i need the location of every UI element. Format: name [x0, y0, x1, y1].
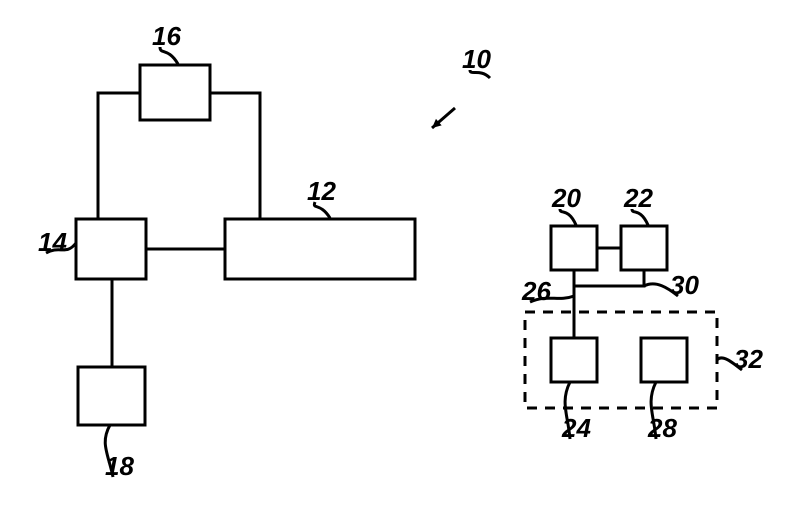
connector-c12_16_right — [210, 93, 260, 219]
block-20 — [551, 226, 597, 270]
ref-label-24: 24 — [561, 413, 591, 443]
ref-label-12: 12 — [307, 176, 336, 206]
diagram-canvas: 10 12 14 16 18 20 22 24 26 28 30 32 — [0, 0, 800, 528]
block-24 — [551, 338, 597, 382]
block-28 — [641, 338, 687, 382]
block-16 — [140, 65, 210, 120]
block-22 — [621, 226, 667, 270]
ref-label-26: 26 — [521, 276, 551, 306]
connector-c14_16_left — [98, 93, 140, 219]
ref-label-32: 32 — [734, 344, 763, 374]
block-18 — [78, 367, 145, 425]
ref-label-18: 18 — [105, 451, 134, 481]
ref-label-10: 10 — [462, 44, 491, 74]
block-14 — [76, 219, 146, 279]
ref-label-14: 14 — [38, 227, 67, 257]
connector-c22_30 — [574, 270, 644, 286]
ref-label-30: 30 — [670, 270, 699, 300]
ref-label-16: 16 — [152, 21, 181, 51]
ref-label-20: 20 — [551, 183, 581, 213]
block-12 — [225, 219, 415, 279]
ref-label-22: 22 — [623, 183, 653, 213]
ref-label-28: 28 — [647, 413, 677, 443]
